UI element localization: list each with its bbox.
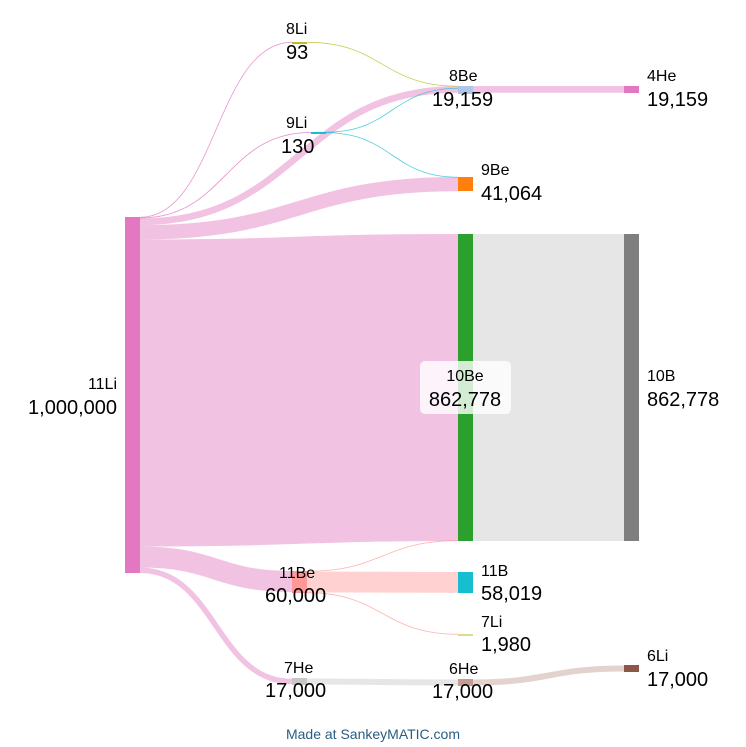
node-7Li-name: 7Li <box>481 614 502 631</box>
flow-9Li-to-9Be[interactable] <box>325 132 459 178</box>
flows-layer <box>139 41 625 686</box>
flow-6He-to-6Li[interactable] <box>472 665 625 686</box>
node-8Be-value: 19,159 <box>432 89 493 111</box>
node-10B-bar[interactable] <box>624 234 639 541</box>
node-6Li-name: 6Li <box>647 648 668 665</box>
node-8Li-name: 8Li <box>286 21 307 38</box>
node-9Be-bar[interactable] <box>458 177 473 191</box>
node-8Li-value: 93 <box>286 42 308 64</box>
node-11Li-bar[interactable] <box>125 217 140 573</box>
flow-11Li-to-9Li[interactable] <box>139 132 312 219</box>
flow-9Li-to-8Be[interactable] <box>325 87 459 133</box>
node-6He-name: 6He <box>449 661 478 678</box>
node-9Li-bar[interactable] <box>311 132 326 134</box>
node-6Li-bar[interactable] <box>624 665 639 672</box>
node-11B-bar[interactable] <box>458 572 473 593</box>
flow-11Li-to-8Li[interactable] <box>139 41 293 218</box>
node-8Li-bar[interactable] <box>292 42 307 44</box>
node-4He-value: 19,159 <box>647 89 708 111</box>
node-10B-name: 10B <box>647 368 675 385</box>
flow-8Li-to-8Be[interactable] <box>306 41 459 87</box>
node-6Li-value: 17,000 <box>647 669 708 691</box>
node-9Be-value: 41,064 <box>481 183 542 205</box>
labels-layer: 11Li 1,000,000 8Li 93 9Li 130 8Be 19,159… <box>28 21 719 703</box>
node-6He-value: 17,000 <box>432 681 493 703</box>
node-9Li-value: 130 <box>281 136 314 158</box>
node-6He-bar[interactable] <box>458 679 473 686</box>
node-10B-value: 862,778 <box>647 389 719 411</box>
node-7Li-bar[interactable] <box>458 634 473 636</box>
flow-11Li-to-7He[interactable] <box>139 567 293 685</box>
label-backdrop-10Be <box>420 361 511 414</box>
node-7He-bar[interactable] <box>292 678 307 685</box>
node-11Be-name: 11Be <box>279 565 315 582</box>
node-11B-value: 58,019 <box>481 583 542 605</box>
node-11Be-value: 60,000 <box>265 585 326 607</box>
node-10Be-name: 10Be <box>446 368 483 385</box>
node-4He-name: 4He <box>647 68 676 85</box>
node-11Be-bar[interactable] <box>292 571 307 593</box>
flow-11Li-to-11Be[interactable] <box>139 546 293 592</box>
node-11B-name: 11B <box>481 563 508 580</box>
node-7He-value: 17,000 <box>265 680 326 702</box>
node-10Be-value: 862,778 <box>429 389 501 411</box>
flow-11Be-to-10Be[interactable] <box>306 540 459 572</box>
flow-11Be-to-7Li[interactable] <box>306 592 459 635</box>
node-4He-bar[interactable] <box>624 86 639 93</box>
node-8Be-name: 8Be <box>449 68 478 85</box>
node-11Li-name: 11Li <box>88 376 117 393</box>
node-9Be-name: 9Be <box>481 162 510 179</box>
node-7He-name: 7He <box>284 660 313 677</box>
node-8Be-bar[interactable] <box>458 86 473 94</box>
node-11Li-value: 1,000,000 <box>28 397 117 419</box>
flow-11Li-to-8Be[interactable] <box>139 86 459 226</box>
flow-11Li-to-10Be[interactable] <box>139 234 459 547</box>
flow-7He-to-6He[interactable] <box>306 678 459 686</box>
footer-credit-link[interactable]: Made at SankeyMATIC.com <box>285 726 461 742</box>
flow-11Li-to-9Be[interactable] <box>139 177 459 240</box>
node-7Li-value: 1,980 <box>481 634 531 656</box>
node-9Li-name: 9Li <box>286 115 307 132</box>
